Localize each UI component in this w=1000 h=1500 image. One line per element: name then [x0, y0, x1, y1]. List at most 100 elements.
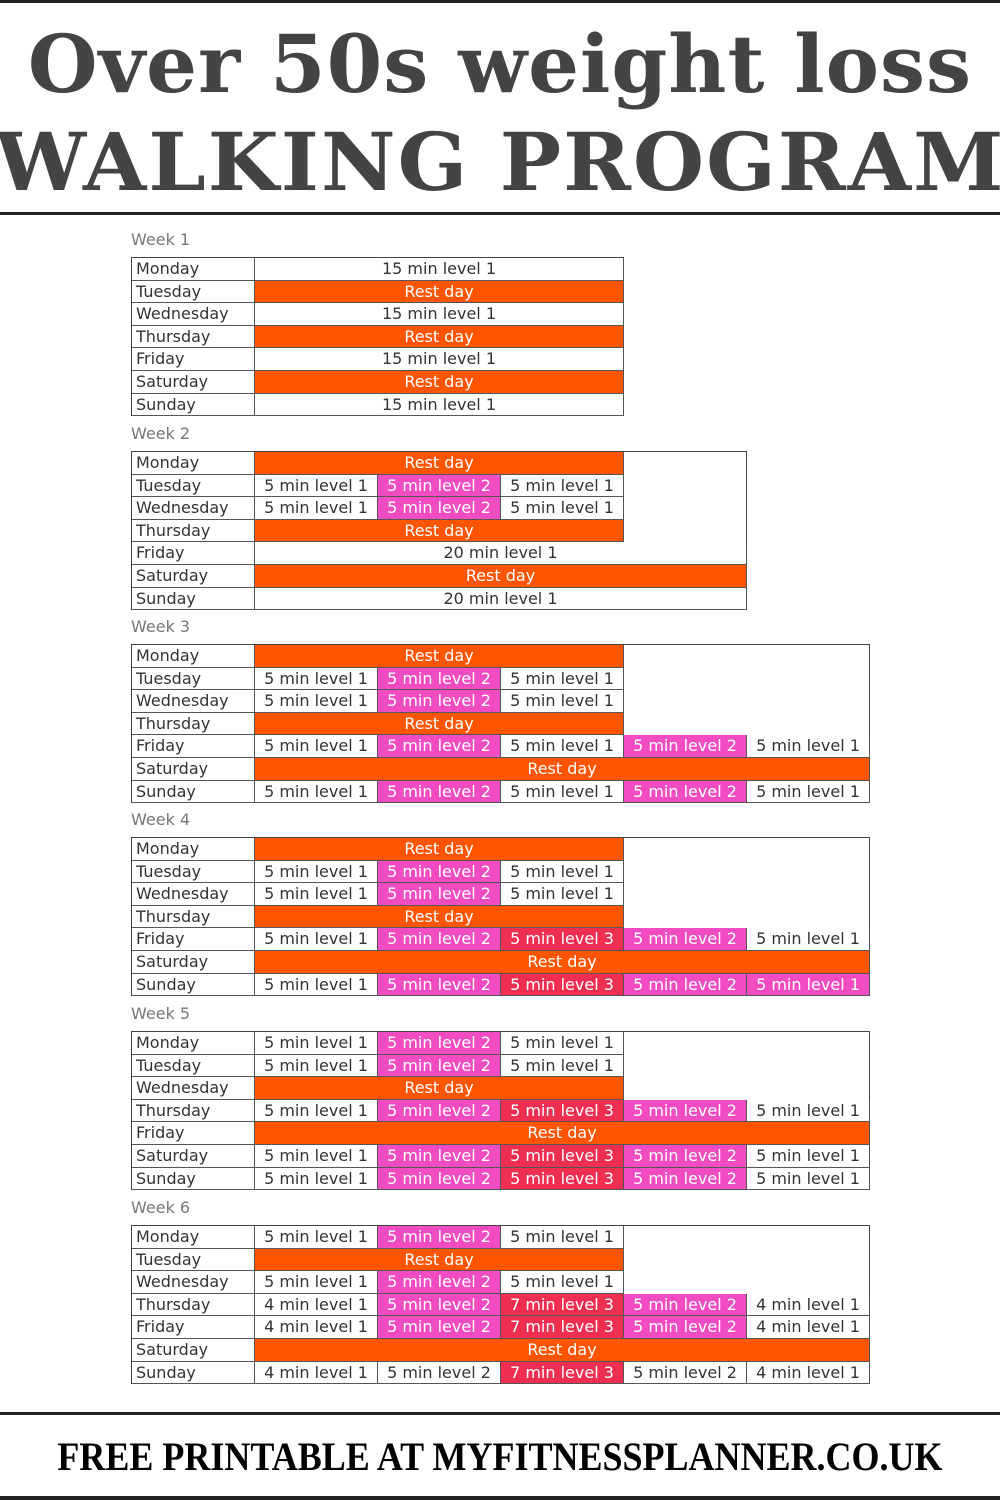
walk-segment-cell: 5 min level 1 [501, 667, 624, 691]
day-label: Sunday [132, 393, 255, 417]
top-rule [0, 0, 1000, 3]
walk-segment-cell: 5 min level 1 [255, 1099, 378, 1123]
walk-segment-cell: 7 min level 3 [501, 1293, 624, 1317]
day-label: Thursday [132, 325, 255, 349]
walk-segment-cell: 5 min level 1 [747, 928, 870, 951]
walk-segment-cell: 5 min level 1 [255, 667, 378, 691]
rest-day-cell: Rest day [255, 519, 624, 543]
walk-segment-cell: 5 min level 1 [255, 1271, 378, 1294]
walk-segment-cell: 5 min level 2 [624, 928, 747, 951]
walk-segment-cell: 5 min level 1 [501, 497, 624, 520]
walk-segment-cell: 5 min level 1 [501, 474, 624, 498]
walk-segment-cell: 5 min level 2 [624, 1293, 747, 1317]
rest-day-cell: Rest day [255, 325, 624, 349]
walk-segment-cell: 5 min level 2 [624, 1316, 747, 1339]
day-label: Friday [132, 735, 255, 758]
rest-day-cell: Rest day [255, 452, 624, 475]
walk-segment-cell: 5 min level 1 [501, 1271, 624, 1294]
walk-segment-cell: 4 min level 1 [255, 1361, 378, 1385]
walk-segment-cell: 5 min level 2 [624, 1145, 747, 1168]
walk-segment-cell: 5 min level 2 [624, 1167, 747, 1191]
walk-segment-cell: 7 min level 3 [501, 1316, 624, 1339]
walk-segment-cell: 5 min level 3 [501, 928, 624, 951]
walk-segment-cell: 5 min level 1 [255, 883, 378, 906]
walk-segment-cell: 5 min level 1 [255, 860, 378, 884]
walk-segment-cell: 5 min level 2 [378, 1293, 501, 1317]
walk-segment-cell: 4 min level 1 [255, 1316, 378, 1339]
walk-segment-cell: 5 min level 2 [624, 973, 747, 997]
week-label: Week 1 [131, 230, 191, 249]
walk-segment-cell: 20 min level 1 [255, 587, 747, 611]
week-label: Week 5 [131, 1004, 191, 1023]
walk-segment-cell: 5 min level 2 [378, 1226, 501, 1249]
walk-segment-cell: 5 min level 3 [501, 1099, 624, 1123]
day-label: Monday [132, 645, 255, 668]
walk-segment-cell: 5 min level 2 [378, 1316, 501, 1339]
day-label: Monday [132, 1032, 255, 1055]
day-label: Thursday [132, 1293, 255, 1317]
walk-segment-cell: 15 min level 1 [255, 303, 624, 326]
walk-segment-cell: 5 min level 2 [378, 928, 501, 951]
walk-segment-cell: 5 min level 1 [255, 497, 378, 520]
walk-segment-cell: 5 min level 1 [255, 780, 378, 804]
day-label: Monday [132, 452, 255, 475]
walk-segment-cell: 5 min level 1 [255, 928, 378, 951]
week-label: Week 3 [131, 617, 191, 636]
footer-rule-top [0, 1412, 1000, 1415]
walk-segment-cell: 5 min level 2 [624, 1361, 747, 1385]
walk-segment-cell: 5 min level 1 [255, 1226, 378, 1249]
walk-segment-cell: 5 min level 1 [255, 973, 378, 997]
walk-segment-cell: 5 min level 2 [624, 1099, 747, 1123]
walk-segment-cell: 5 min level 2 [378, 735, 501, 758]
walk-segment-cell: 5 min level 1 [255, 1054, 378, 1078]
walk-segment-cell: 5 min level 1 [747, 780, 870, 804]
day-label: Sunday [132, 1361, 255, 1385]
rest-day-cell: Rest day [255, 565, 747, 588]
walk-segment-cell: 5 min level 2 [378, 1167, 501, 1191]
walk-segment-cell: 4 min level 1 [747, 1316, 870, 1339]
walk-segment-cell: 5 min level 1 [255, 1145, 378, 1168]
walk-segment-cell: 5 min level 1 [501, 1226, 624, 1249]
rest-day-cell: Rest day [255, 280, 624, 304]
day-label: Friday [132, 348, 255, 371]
day-label: Saturday [132, 1145, 255, 1168]
day-label: Wednesday [132, 1271, 255, 1294]
day-label: Saturday [132, 1339, 255, 1362]
day-label: Tuesday [132, 280, 255, 304]
walk-segment-cell: 5 min level 2 [378, 667, 501, 691]
rest-day-cell: Rest day [255, 712, 624, 736]
day-label: Monday [132, 838, 255, 861]
walk-segment-cell: 5 min level 3 [501, 1167, 624, 1191]
day-label: Monday [132, 258, 255, 281]
walk-segment-cell: 5 min level 1 [747, 735, 870, 758]
day-label: Saturday [132, 758, 255, 781]
day-label: Sunday [132, 973, 255, 997]
walk-segment-cell: 5 min level 1 [255, 690, 378, 713]
walk-segment-cell: 5 min level 2 [378, 1361, 501, 1385]
walk-segment-cell: 5 min level 2 [624, 780, 747, 804]
walk-segment-cell: 5 min level 1 [501, 1032, 624, 1055]
day-label: Wednesday [132, 497, 255, 520]
walk-segment-cell: 20 min level 1 [255, 542, 747, 565]
footer-text: FREE PRINTABLE AT MYFITNESSPLANNER.CO.UK [57, 1434, 943, 1479]
day-label: Tuesday [132, 1054, 255, 1078]
day-label: Thursday [132, 712, 255, 736]
header-rule [0, 212, 1000, 215]
walk-segment-cell: 5 min level 1 [501, 690, 624, 713]
day-label: Sunday [132, 587, 255, 611]
walk-segment-cell: 5 min level 3 [501, 973, 624, 997]
walk-segment-cell: 5 min level 1 [501, 735, 624, 758]
walk-segment-cell: 5 min level 2 [378, 860, 501, 884]
walk-segment-cell: 5 min level 1 [255, 474, 378, 498]
walk-segment-cell: 5 min level 2 [378, 1099, 501, 1123]
rest-day-cell: Rest day [255, 905, 624, 929]
footer-rule-bottom [0, 1496, 1000, 1500]
day-label: Wednesday [132, 690, 255, 713]
walk-segment-cell: 5 min level 2 [378, 973, 501, 997]
week-label: Week 2 [131, 424, 191, 443]
walk-segment-cell: 4 min level 1 [747, 1361, 870, 1385]
walk-segment-cell: 5 min level 1 [747, 973, 870, 997]
